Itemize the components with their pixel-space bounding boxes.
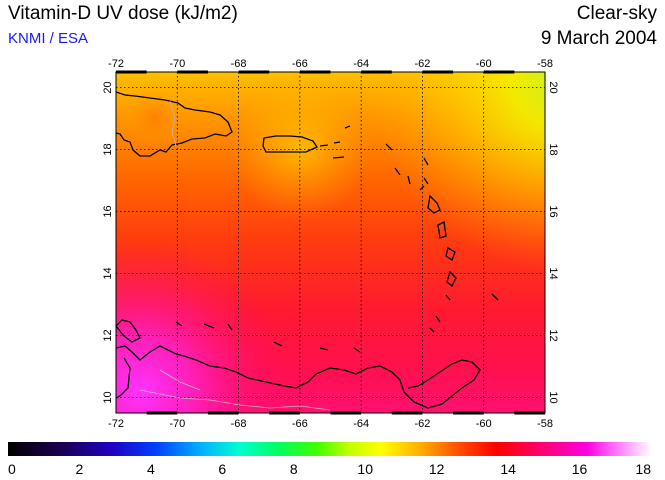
lat-tick-label-left: 20 <box>102 81 114 93</box>
lon-tick-label-top: -58 <box>537 58 553 70</box>
lat-tick-label-right: 18 <box>547 143 559 155</box>
puerto-rico-coast <box>262 135 318 153</box>
lon-tick-label-bottom: -70 <box>169 418 185 430</box>
coastlines <box>116 91 499 409</box>
frame-ticks <box>116 70 545 415</box>
colorbar-tick-label: 18 <box>635 461 651 477</box>
lat-tick-label-right: 10 <box>547 391 559 403</box>
virgin-islands <box>319 125 393 159</box>
lon-tick-label-top: -64 <box>353 58 369 70</box>
lat-tick-label-left: 10 <box>102 391 114 403</box>
country-borders <box>139 100 331 411</box>
lon-tick-label-top: -70 <box>169 58 185 70</box>
lon-tick-label-bottom: -60 <box>476 418 492 430</box>
lon-tick-label-bottom: -68 <box>231 418 247 430</box>
colorbar-tick-label: 12 <box>429 461 445 477</box>
lon-tick-label-bottom: -72 <box>108 418 124 430</box>
lat-tick-label-right: 14 <box>547 267 559 279</box>
colorbar-tick-label: 10 <box>357 461 373 477</box>
uv-dose-field <box>116 72 545 413</box>
lon-tick-label-top: -62 <box>414 58 430 70</box>
venezuela-coast <box>116 345 481 409</box>
lon-tick-label-bottom: -64 <box>353 418 369 430</box>
lon-tick-label-bottom: -58 <box>537 418 553 430</box>
source-label: KNMI / ESA <box>8 30 89 47</box>
colorbar-tick-label: 6 <box>218 461 226 477</box>
condition-label: Clear-sky <box>576 3 657 24</box>
colorbar-tick-label: 4 <box>147 461 155 477</box>
date-label: 9 March 2004 <box>540 28 657 49</box>
lat-tick-label-right: 16 <box>547 205 559 217</box>
colorbar-tick-label: 14 <box>500 461 516 477</box>
lon-tick-label-bottom: -62 <box>414 418 430 430</box>
colorbar-tick-label: 0 <box>8 461 16 477</box>
lat-tick-label-right: 20 <box>547 81 559 93</box>
lat-tick-label-left: 14 <box>102 267 114 279</box>
map-title: Vitamin-D UV dose (kJ/m2) <box>8 3 238 24</box>
lon-tick-label-top: -66 <box>292 58 308 70</box>
colorbar-tick-label: 2 <box>76 461 84 477</box>
colorbar-tick-label: 16 <box>572 461 588 477</box>
colorbar-labels: 0 2 4 6 8 10 12 14 16 18 <box>8 461 651 477</box>
lat-tick-label-left: 18 <box>102 143 114 155</box>
axis-labels: -72 -72 -70 -70 -68 -68 -66 -66 -64 -64 -62 -62 -60 -… <box>102 58 559 430</box>
abc-islands <box>175 321 361 353</box>
lat-tick-label-left: 16 <box>102 205 114 217</box>
guajira-coast <box>116 319 141 343</box>
lat-tick-label-left: 12 <box>102 329 114 341</box>
lon-tick-label-bottom: -66 <box>292 418 308 430</box>
lon-tick-label-top: -60 <box>476 58 492 70</box>
lat-tick-label-right: 12 <box>547 329 559 341</box>
lake-maracaibo <box>116 357 131 399</box>
lon-tick-label-top: -72 <box>108 58 124 70</box>
lon-tick-label-top: -68 <box>231 58 247 70</box>
colorbar <box>8 442 651 456</box>
colorbar-tick-label: 8 <box>290 461 298 477</box>
graticule <box>116 72 545 413</box>
lesser-antilles <box>394 157 499 333</box>
hispaniola-coast <box>116 91 233 157</box>
